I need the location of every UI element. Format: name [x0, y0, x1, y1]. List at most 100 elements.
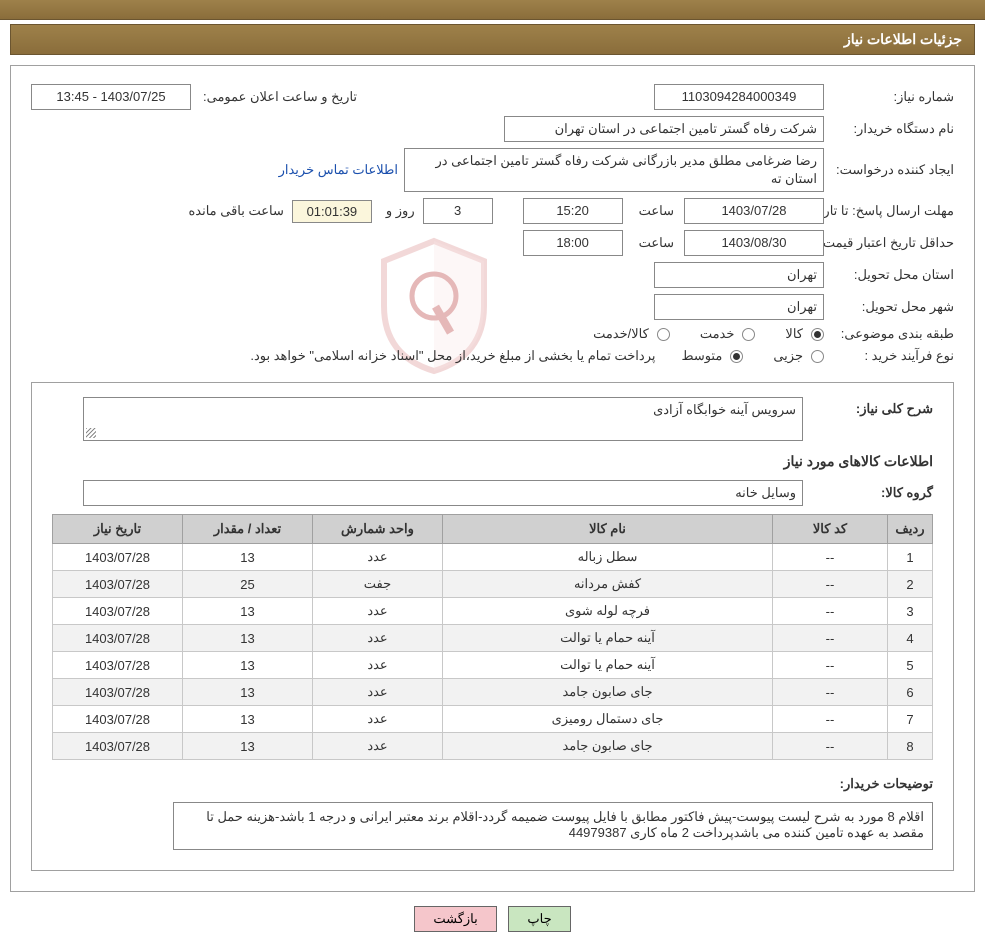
remaining-word: ساعت باقی مانده — [182, 203, 283, 219]
delivery-city-label: شهر محل تحویل: — [824, 299, 954, 315]
table-cell: -- — [773, 706, 888, 733]
days-and-word: روز و — [380, 203, 415, 219]
table-cell: 1403/07/28 — [53, 706, 183, 733]
table-cell: -- — [773, 571, 888, 598]
table-cell: عدد — [313, 598, 443, 625]
opt-partial: جزیی — [767, 348, 803, 364]
deadline-date: 1403/07/28 — [684, 198, 824, 224]
table-cell: عدد — [313, 544, 443, 571]
table-cell: 13 — [183, 544, 313, 571]
need-desc-text: سرویس آینه خوابگاه آزادی — [83, 397, 803, 441]
items-section-title: اطلاعات کالاهای مورد نیاز — [52, 453, 933, 470]
table-cell: جفت — [313, 571, 443, 598]
process-radio-group: جزیی متوسط — [675, 348, 824, 364]
table-cell: 6 — [888, 679, 933, 706]
top-accent-bar — [0, 0, 985, 20]
page-title-bar: جزئیات اطلاعات نیاز — [10, 24, 975, 55]
resize-handle-icon — [86, 428, 96, 438]
opt-medium: متوسط — [675, 348, 722, 364]
validity-date: 1403/08/30 — [684, 230, 824, 256]
table-cell: 1403/07/28 — [53, 652, 183, 679]
radio-medium[interactable] — [730, 350, 743, 363]
table-row: 4--آینه حمام یا توالتعدد131403/07/28 — [53, 625, 933, 652]
delivery-province-label: استان محل تحویل: — [824, 267, 954, 283]
table-cell: 4 — [888, 625, 933, 652]
radio-partial[interactable] — [811, 350, 824, 363]
buyer-org-value: شرکت رفاه گستر تامین اجتماعی در استان ته… — [504, 116, 824, 142]
table-cell: کفش مردانه — [443, 571, 773, 598]
table-cell: -- — [773, 679, 888, 706]
table-cell: 1403/07/28 — [53, 544, 183, 571]
table-row: 8--جای صابون جامدعدد131403/07/28 — [53, 733, 933, 760]
table-cell: عدد — [313, 625, 443, 652]
table-cell: 7 — [888, 706, 933, 733]
table-cell: آینه حمام یا توالت — [443, 652, 773, 679]
table-cell: -- — [773, 652, 888, 679]
opt-goods: کالا — [779, 326, 803, 342]
table-cell: 13 — [183, 733, 313, 760]
need-desc-value: سرویس آینه خوابگاه آزادی — [653, 402, 796, 417]
main-panel: شماره نیاز: 1103094284000349 تاریخ و ساع… — [10, 65, 975, 892]
page-title: جزئیات اطلاعات نیاز — [844, 31, 962, 47]
announce-value: 1403/07/25 - 13:45 — [31, 84, 191, 110]
buyer-notes-label: توضیحات خریدار: — [803, 772, 933, 792]
process-label: نوع فرآیند خرید : — [824, 348, 954, 364]
table-cell: -- — [773, 598, 888, 625]
items-table: ردیفکد کالانام کالاواحد شمارشتعداد / مقد… — [52, 514, 933, 760]
table-cell: آینه حمام یا توالت — [443, 625, 773, 652]
table-header: ردیف — [888, 515, 933, 544]
radio-goods-service[interactable] — [657, 328, 670, 341]
buyer-notes-text: اقلام 8 مورد به شرح لیست پیوست-پیش فاکتو… — [206, 809, 924, 840]
table-cell: 13 — [183, 679, 313, 706]
radio-goods[interactable] — [811, 328, 824, 341]
buyer-org-label: نام دستگاه خریدار: — [824, 121, 954, 137]
days-remaining: 3 — [423, 198, 493, 224]
table-cell: عدد — [313, 679, 443, 706]
delivery-province: تهران — [654, 262, 824, 288]
process-note: پرداخت تمام یا بخشی از مبلغ خرید،از محل … — [250, 348, 655, 364]
table-cell: 1 — [888, 544, 933, 571]
group-label: گروه کالا: — [803, 485, 933, 501]
footer-buttons: چاپ بازگشت — [0, 906, 985, 932]
table-row: 2--کفش مردانهجفت251403/07/28 — [53, 571, 933, 598]
table-cell: عدد — [313, 706, 443, 733]
table-cell: 1403/07/28 — [53, 679, 183, 706]
table-cell: جای صابون جامد — [443, 679, 773, 706]
table-cell: جای دستمال رومیزی — [443, 706, 773, 733]
table-row: 1--سطل زبالهعدد131403/07/28 — [53, 544, 933, 571]
requester-label: ایجاد کننده درخواست: — [824, 162, 954, 178]
back-button[interactable]: بازگشت — [414, 906, 496, 932]
table-row: 6--جای صابون جامدعدد131403/07/28 — [53, 679, 933, 706]
time-word-2: ساعت — [633, 235, 674, 251]
delivery-city: تهران — [654, 294, 824, 320]
requester-value: رضا ضرغامی مطلق مدیر بازرگانی شرکت رفاه … — [404, 148, 824, 192]
buyer-notes-box: اقلام 8 مورد به شرح لیست پیوست-پیش فاکتو… — [173, 802, 933, 850]
table-cell: 13 — [183, 652, 313, 679]
table-cell: 1403/07/28 — [53, 598, 183, 625]
deadline-time: 15:20 — [523, 198, 623, 224]
table-header: واحد شمارش — [313, 515, 443, 544]
table-cell: جای صابون جامد — [443, 733, 773, 760]
table-cell: 13 — [183, 598, 313, 625]
table-cell: -- — [773, 544, 888, 571]
opt-service: خدمت — [694, 326, 735, 342]
table-header: تعداد / مقدار — [183, 515, 313, 544]
radio-service[interactable] — [742, 328, 755, 341]
table-cell: سطل زباله — [443, 544, 773, 571]
table-cell: فرچه لوله شوی — [443, 598, 773, 625]
subject-radio-group: کالا خدمت کالا/خدمت — [587, 326, 824, 342]
table-cell: -- — [773, 733, 888, 760]
announce-label: تاریخ و ساعت اعلان عمومی: — [197, 89, 357, 105]
buyer-contact-link[interactable]: اطلاعات تماس خریدار — [279, 162, 398, 178]
need-no-label: شماره نیاز: — [824, 89, 954, 105]
print-button[interactable]: چاپ — [508, 906, 570, 932]
group-value: وسایل خانه — [83, 480, 803, 506]
validity-label: حداقل تاریخ اعتبار قیمت: تا تاریخ: — [824, 235, 954, 251]
table-header: تاریخ نیاز — [53, 515, 183, 544]
need-no-value: 1103094284000349 — [654, 84, 824, 110]
validity-time: 18:00 — [523, 230, 623, 256]
table-cell: 8 — [888, 733, 933, 760]
form-panel: شماره نیاز: 1103094284000349 تاریخ و ساع… — [31, 84, 954, 364]
table-row: 5--آینه حمام یا توالتعدد131403/07/28 — [53, 652, 933, 679]
table-cell: 1403/07/28 — [53, 733, 183, 760]
